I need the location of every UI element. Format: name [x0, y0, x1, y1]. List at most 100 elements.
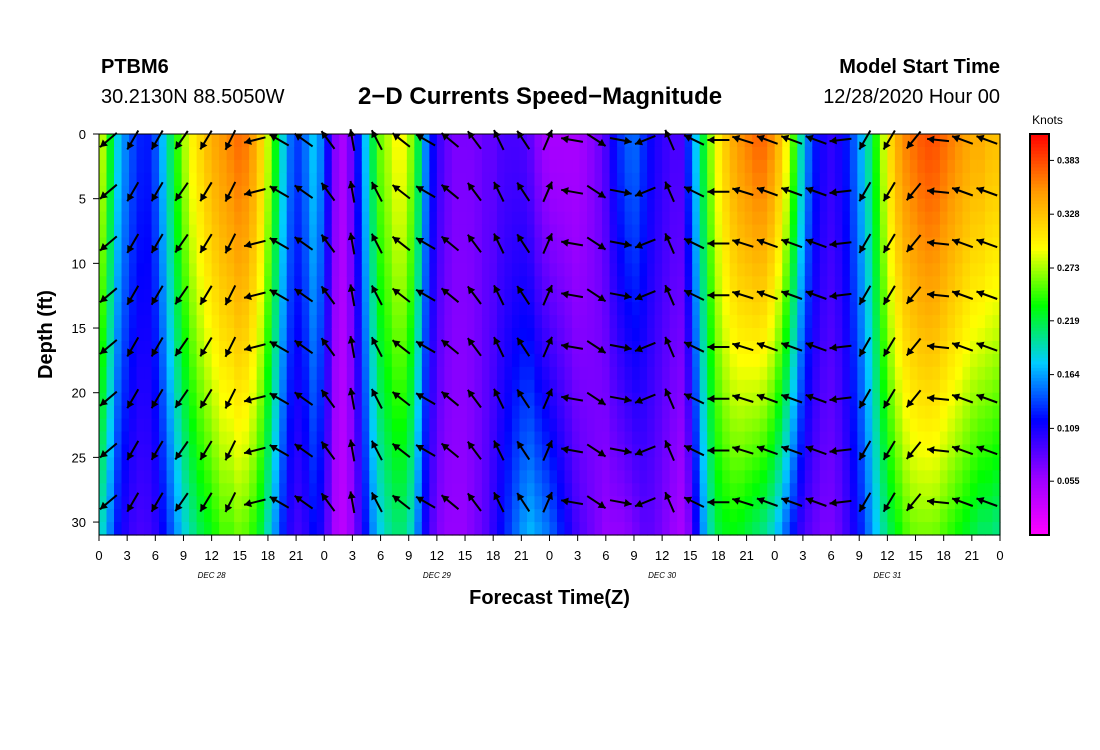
heatmap-cell: [977, 276, 986, 290]
heatmap-cell: [316, 509, 325, 523]
heatmap-cell: [819, 392, 828, 407]
heatmap-cell: [572, 483, 581, 497]
current-arrow: [664, 233, 675, 254]
heatmap-cell: [219, 134, 228, 148]
current-arrow-head: [175, 451, 183, 460]
heatmap-cell: [737, 379, 746, 394]
heatmap-cell: [129, 198, 138, 213]
heatmap-cell: [429, 185, 438, 200]
heatmap-cell: [346, 470, 355, 484]
heatmap-cell: [984, 159, 994, 174]
heatmap-cell: [234, 431, 243, 446]
heatmap-cell: [219, 353, 228, 368]
heatmap-cell: [654, 134, 663, 148]
heatmap-cell: [174, 444, 183, 458]
heatmap-cell: [376, 522, 385, 536]
current-arrow-head: [976, 341, 985, 350]
heatmap-cell: [744, 340, 753, 355]
heatmap-cell: [211, 509, 220, 523]
current-arrow: [756, 341, 778, 352]
heatmap-cell: [511, 172, 521, 187]
heatmap-cell: [361, 366, 370, 381]
heatmap-cell: [632, 340, 641, 355]
heatmap-cell: [519, 353, 528, 368]
heatmap-cell: [541, 224, 551, 239]
heatmap-cell: [136, 340, 145, 355]
heatmap-cell: [384, 172, 393, 187]
current-arrow: [586, 340, 607, 354]
heatmap-cell: [166, 146, 175, 161]
heatmap-cell: [722, 405, 731, 420]
heatmap-cell: [902, 198, 911, 213]
heatmap-cell: [677, 340, 686, 355]
heatmap-cell: [121, 289, 130, 303]
heatmap-cell: [894, 379, 903, 394]
heatmap-cell: [707, 418, 716, 433]
heatmap-cell: [894, 470, 903, 484]
heatmap-cell: [181, 431, 190, 446]
colorbar-swatch: [1030, 434, 1049, 439]
heatmap-cell: [204, 366, 213, 381]
heatmap-cell: [361, 457, 370, 471]
heatmap-cell: [136, 263, 145, 277]
current-arrow: [780, 341, 803, 352]
heatmap-cell: [797, 263, 806, 277]
heatmap-cell: [804, 263, 813, 277]
heatmap-cell: [339, 198, 348, 213]
heatmap-cell: [774, 250, 783, 264]
heatmap-cell: [114, 470, 123, 484]
heatmap-cell: [669, 211, 678, 226]
heatmap-cell: [782, 146, 791, 161]
heatmap-cell: [782, 172, 791, 187]
heatmap-cell: [106, 444, 115, 458]
heatmap-cell: [947, 328, 956, 342]
heatmap-cell: [369, 392, 378, 407]
heatmap-cell: [136, 276, 145, 290]
heatmap-cell: [579, 522, 588, 536]
heatmap-cell: [917, 237, 926, 252]
heatmap-cell: [947, 237, 956, 252]
heatmap-cell: [864, 379, 873, 394]
current-arrow-head: [244, 240, 252, 249]
heatmap-cell: [917, 353, 926, 368]
heatmap-cell: [204, 289, 213, 303]
heatmap-cell: [106, 418, 115, 433]
heatmap-cell: [632, 522, 641, 536]
heatmap-cell: [669, 159, 678, 174]
heatmap-cell: [984, 379, 994, 394]
heatmap-cell: [279, 146, 288, 161]
heatmap-cell: [429, 340, 438, 355]
heatmap-cell: [714, 457, 723, 471]
heatmap-cell: [564, 340, 573, 355]
heatmap-cell: [692, 418, 701, 433]
heatmap-cell: [361, 392, 370, 407]
heatmap-cell: [481, 483, 491, 497]
heatmap-cell: [797, 353, 806, 368]
heatmap-cell: [174, 276, 183, 290]
heatmap-cell: [451, 328, 460, 342]
heatmap-cell: [241, 263, 250, 277]
current-arrow: [542, 233, 553, 254]
heatmap-cell: [294, 315, 303, 329]
heatmap-cell: [744, 302, 753, 316]
heatmap-cell: [962, 276, 971, 290]
heatmap-cell: [737, 159, 746, 174]
heatmap-cell: [819, 470, 828, 484]
current-arrow: [756, 445, 778, 456]
heatmap-cell: [166, 483, 175, 497]
heatmap-cell: [617, 328, 626, 342]
heatmap-cell: [196, 289, 205, 303]
heatmap-cell: [842, 353, 851, 368]
current-arrow: [707, 446, 730, 455]
heatmap-cell: [647, 172, 656, 187]
heatmap-cell: [549, 302, 558, 316]
heatmap-cell: [639, 418, 648, 433]
heatmap-cell: [819, 405, 828, 420]
heatmap-cell: [564, 353, 573, 368]
current-arrow: [683, 444, 705, 457]
heatmap-cell: [579, 328, 588, 342]
heatmap-cell: [429, 496, 438, 510]
heatmap-cell: [316, 340, 325, 355]
heatmap-cell: [144, 366, 153, 381]
